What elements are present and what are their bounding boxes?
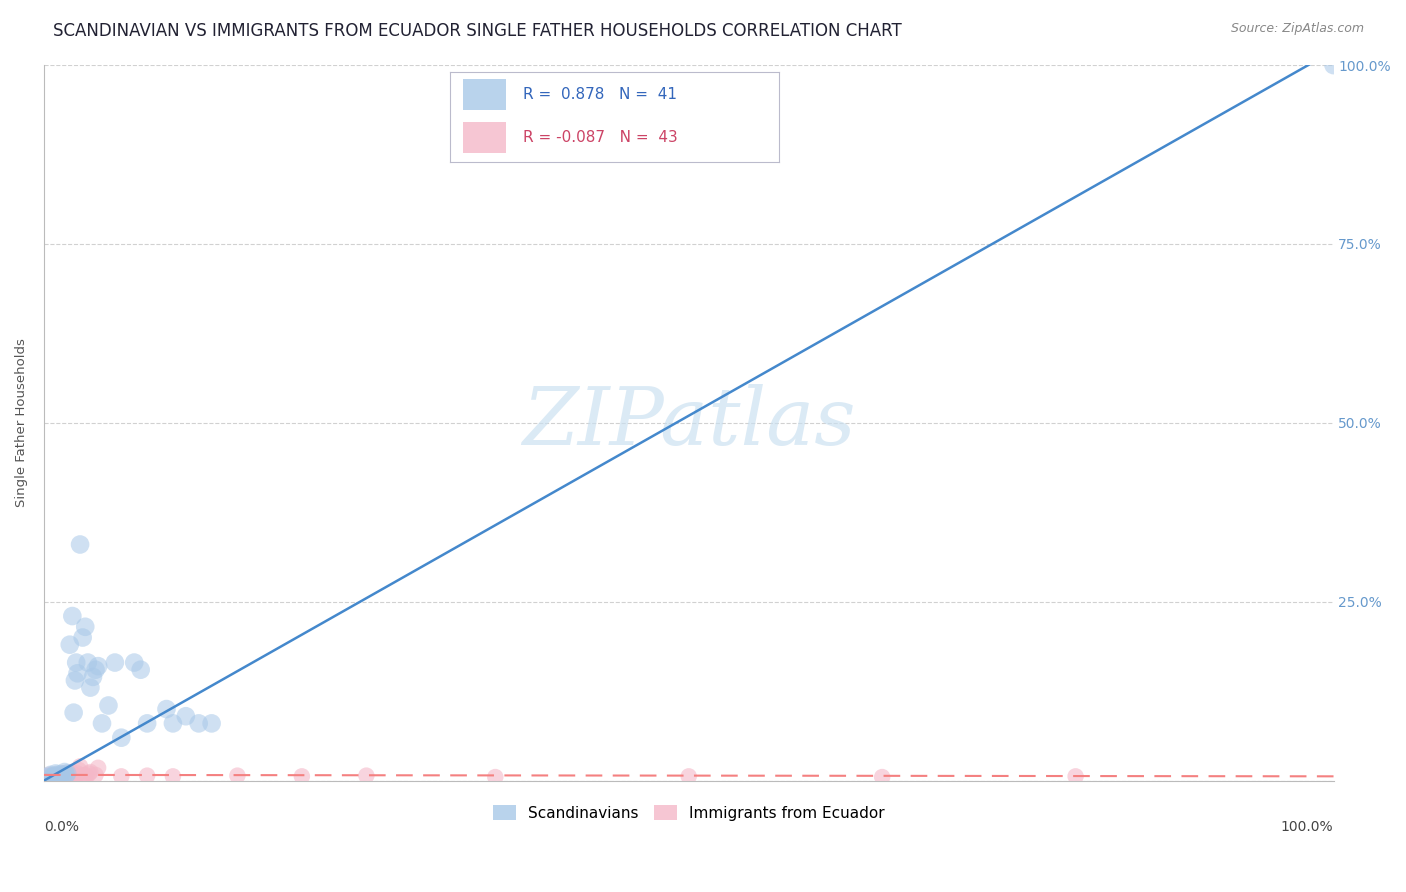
Point (162, 769, 184, 783)
Text: SCANDINAVIAN VS IMMIGRANTS FROM ECUADOR SINGLE FATHER HOUSEHOLDS CORRELATION CHA: SCANDINAVIAN VS IMMIGRANTS FROM ECUADOR … (53, 22, 903, 40)
Point (41, 769, 63, 783)
Point (84, 768, 107, 782)
Point (174, 709, 197, 723)
Point (62, 768, 84, 782)
Point (110, 769, 132, 783)
Text: 100.0%: 100.0% (1281, 820, 1333, 834)
Point (162, 716, 184, 731)
Point (52, 769, 75, 783)
Point (678, 769, 700, 783)
Point (187, 716, 209, 731)
Point (55, 769, 77, 783)
Point (39, 768, 62, 782)
Point (122, 656, 145, 670)
Point (37, 770, 59, 784)
Point (56, 768, 79, 782)
Point (104, 656, 127, 670)
Point (58, 770, 80, 784)
Point (49, 767, 72, 781)
Point (76, 769, 98, 783)
Point (56, 766, 79, 780)
Point (59, 638, 82, 652)
Point (53, 769, 76, 783)
Point (67, 763, 90, 777)
Point (65, 769, 87, 783)
Point (63, 770, 86, 784)
Point (48, 769, 70, 783)
Point (59, 768, 82, 782)
Point (79, 681, 101, 695)
Point (45, 766, 67, 780)
Text: Source: ZipAtlas.com: Source: ZipAtlas.com (1230, 22, 1364, 36)
Point (66, 766, 89, 780)
Point (69, 759, 91, 773)
Point (84, 663, 107, 677)
Point (60, 769, 83, 783)
Text: ZIPatlas: ZIPatlas (522, 384, 855, 462)
Point (87, 761, 110, 775)
Point (1064, 769, 1087, 783)
Point (37, 770, 59, 784)
Point (44, 769, 66, 783)
Legend: Scandinavians, Immigrants from Ecuador: Scandinavians, Immigrants from Ecuador (486, 798, 890, 827)
Point (77, 766, 100, 780)
Point (66, 666, 89, 681)
Point (55, 768, 77, 782)
Point (484, 770, 506, 784)
Point (48, 769, 70, 783)
Point (45, 768, 67, 782)
Point (46, 770, 69, 784)
Y-axis label: Single Father Households: Single Father Households (15, 338, 28, 508)
Point (46, 769, 69, 783)
Point (75, 768, 97, 782)
Point (155, 702, 177, 716)
Point (49, 768, 72, 782)
Point (65, 656, 87, 670)
Point (72, 769, 94, 783)
Point (75, 620, 97, 634)
Point (79, 765, 101, 780)
Point (39, 770, 62, 784)
Point (72, 631, 94, 645)
Point (52, 766, 75, 780)
Point (1322, 58, 1344, 72)
Point (91, 716, 114, 731)
Point (69, 537, 91, 551)
Point (45, 768, 67, 782)
Point (60, 765, 83, 780)
Point (60, 609, 83, 624)
Point (870, 770, 893, 784)
Point (87, 659, 110, 673)
Point (53, 765, 76, 780)
Point (41, 772, 63, 786)
Point (201, 716, 224, 731)
Point (38, 768, 60, 782)
Point (136, 716, 159, 731)
Point (82, 670, 104, 684)
Point (291, 769, 314, 783)
Point (45, 770, 67, 784)
Point (42, 769, 65, 783)
Point (63, 673, 86, 688)
Point (51, 770, 73, 784)
Point (97, 698, 120, 713)
Point (110, 731, 132, 745)
Point (62, 706, 84, 720)
Point (76, 656, 98, 670)
Point (42, 771, 65, 785)
Point (129, 663, 152, 677)
Point (226, 769, 249, 783)
Point (136, 769, 159, 783)
Point (44, 771, 66, 785)
Point (356, 769, 378, 783)
Text: 0.0%: 0.0% (44, 820, 79, 834)
